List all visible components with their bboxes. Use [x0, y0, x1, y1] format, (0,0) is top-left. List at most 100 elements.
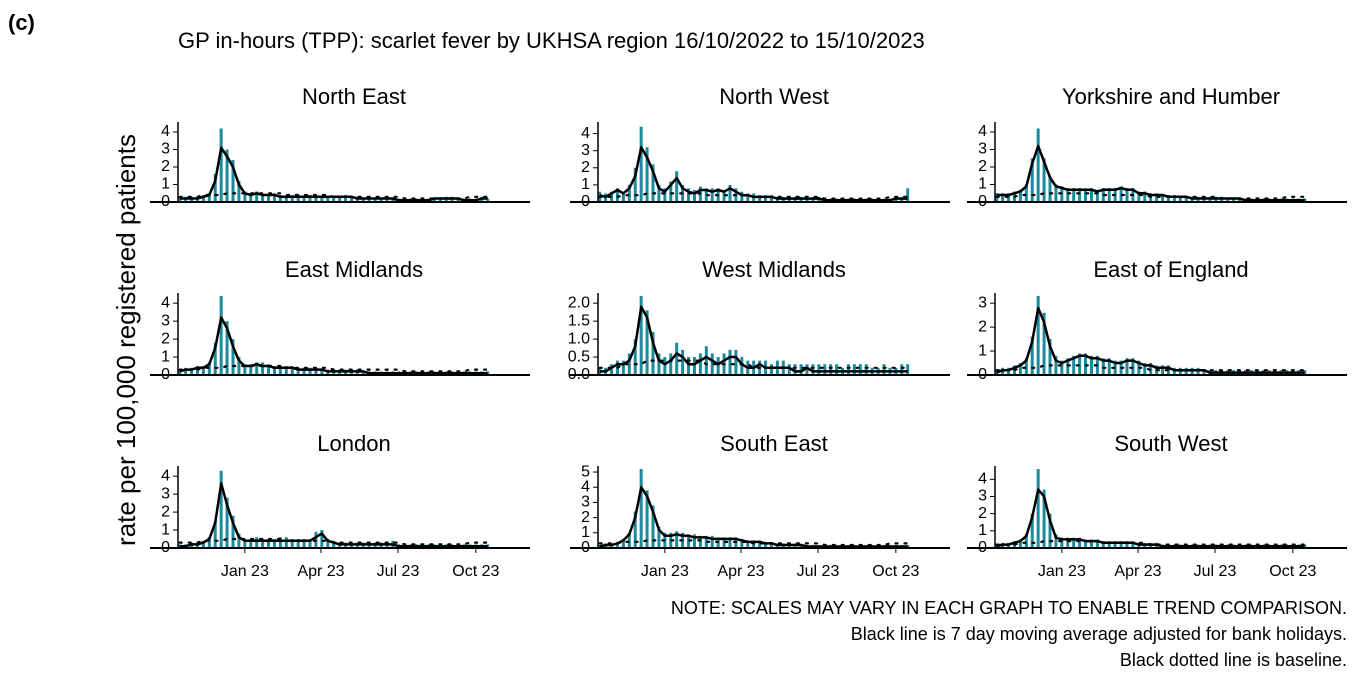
bar — [740, 357, 744, 375]
y-axis-label: rate per 100,000 registered patients — [111, 134, 141, 546]
baseline — [995, 364, 1306, 372]
baseline — [598, 359, 909, 369]
bar — [687, 357, 691, 375]
x-tick-label: Jan 23 — [221, 563, 269, 580]
bar — [243, 191, 247, 202]
bar — [255, 362, 259, 375]
bar — [201, 540, 205, 548]
bar — [1095, 539, 1099, 548]
x-tick-label: Oct 23 — [1269, 563, 1316, 580]
bar — [367, 198, 371, 202]
bar — [1143, 363, 1147, 375]
bar — [201, 195, 205, 202]
bar — [178, 196, 182, 202]
bar — [669, 181, 673, 202]
bar — [213, 342, 217, 375]
bar — [633, 167, 637, 202]
bar — [627, 353, 631, 375]
bar — [1161, 365, 1165, 375]
bar — [1042, 312, 1046, 375]
bar — [373, 198, 377, 202]
bar — [740, 538, 744, 548]
panel-title: North East — [302, 84, 406, 109]
bar — [633, 511, 637, 548]
bar — [1107, 358, 1111, 375]
panel-title: East of England — [1093, 257, 1248, 282]
bar — [811, 364, 815, 375]
bar — [290, 539, 294, 548]
y-tick-label: 4 — [161, 467, 170, 484]
note: Black dotted line is baseline. — [1120, 650, 1347, 670]
bar — [201, 366, 205, 375]
bar — [639, 469, 643, 548]
bar — [302, 367, 306, 375]
y-tick-label: 2 — [161, 158, 170, 175]
bar — [237, 533, 241, 548]
bar — [267, 195, 271, 202]
bar — [332, 540, 336, 548]
bar — [1066, 537, 1070, 548]
bar — [627, 532, 631, 548]
baseline — [995, 192, 1306, 200]
bar — [438, 198, 442, 202]
y-tick-label: 2.0 — [568, 294, 590, 311]
bar — [716, 357, 720, 375]
bar — [692, 190, 696, 202]
panel-label: (c) — [8, 10, 35, 35]
bar — [722, 190, 726, 202]
y-tick-label: 1 — [978, 176, 987, 193]
bar — [278, 195, 282, 202]
bar — [651, 164, 655, 202]
moving-average — [599, 485, 908, 548]
bar — [338, 196, 342, 202]
bar — [764, 195, 768, 202]
bar — [278, 366, 282, 375]
bar — [1137, 191, 1141, 202]
y-tick-label: 3 — [978, 141, 987, 158]
bar — [746, 540, 750, 548]
y-tick-label: 5 — [581, 463, 590, 480]
bar — [1226, 198, 1230, 202]
x-tick-label: Jan 23 — [1038, 563, 1086, 580]
bar — [296, 367, 300, 375]
y-tick-label: 1 — [161, 176, 170, 193]
x-tick-label: Oct 23 — [452, 563, 499, 580]
y-tick-label: 2 — [581, 509, 590, 526]
bar — [314, 196, 318, 202]
bar — [615, 188, 619, 202]
bar — [1084, 189, 1088, 202]
bar — [219, 296, 223, 375]
y-tick-label: 3 — [581, 494, 590, 511]
bar — [651, 505, 655, 548]
bar — [255, 537, 259, 548]
bar — [1089, 355, 1093, 375]
panel-title: South East — [720, 431, 828, 456]
bar — [675, 342, 679, 375]
bar — [995, 370, 999, 375]
y-tick-label: 3 — [978, 488, 987, 505]
bar — [1149, 363, 1153, 375]
panel-title: Yorkshire and Humber — [1062, 84, 1280, 109]
bar — [769, 541, 773, 548]
bar — [320, 530, 324, 548]
bar — [290, 195, 294, 202]
bar — [645, 310, 649, 375]
x-tick-label: Jul 23 — [377, 563, 420, 580]
bar — [213, 521, 217, 548]
chart-title: GP in-hours (TPP): scarlet fever by UKHS… — [178, 28, 925, 53]
bar — [651, 331, 655, 375]
bar — [1030, 336, 1034, 375]
bar — [1125, 541, 1129, 548]
bar — [332, 196, 336, 202]
y-tick-label: 1 — [978, 522, 987, 539]
bar — [1155, 193, 1159, 202]
note: NOTE: SCALES MAY VARY IN EACH GRAPH TO E… — [671, 598, 1347, 618]
y-tick-label: 4 — [978, 471, 987, 488]
x-tick-label: Apr 23 — [717, 563, 764, 580]
panel-title: West Midlands — [702, 257, 846, 282]
bar — [704, 346, 708, 375]
bar — [817, 364, 821, 375]
bar — [255, 191, 259, 202]
bar — [213, 174, 217, 202]
bar — [793, 364, 797, 375]
